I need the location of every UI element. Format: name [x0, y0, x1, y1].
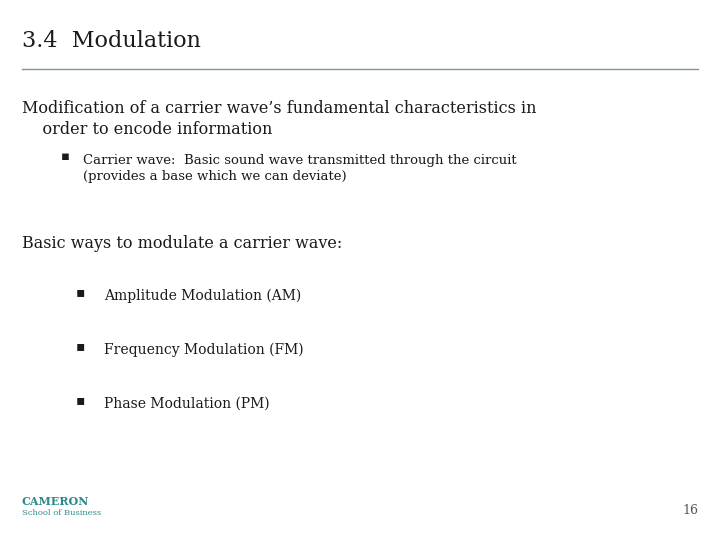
Text: ▪: ▪ — [76, 285, 85, 299]
Text: Basic ways to modulate a carrier wave:: Basic ways to modulate a carrier wave: — [22, 235, 342, 252]
Text: ▪: ▪ — [61, 150, 71, 163]
Text: ▪: ▪ — [76, 339, 85, 353]
Text: ▪: ▪ — [76, 393, 85, 407]
Text: CAMERON: CAMERON — [22, 496, 89, 507]
Text: Modification of a carrier wave’s fundamental characteristics in
    order to enc: Modification of a carrier wave’s fundame… — [22, 100, 536, 138]
Text: 3.4  Modulation: 3.4 Modulation — [22, 30, 200, 52]
Text: School of Business: School of Business — [22, 509, 101, 517]
Text: Carrier wave:  Basic sound wave transmitted through the circuit
(provides a base: Carrier wave: Basic sound wave transmitt… — [83, 154, 516, 184]
Text: Frequency Modulation (FM): Frequency Modulation (FM) — [104, 343, 304, 357]
Text: Amplitude Modulation (AM): Amplitude Modulation (AM) — [104, 289, 302, 303]
Text: 16: 16 — [683, 504, 698, 517]
Text: Phase Modulation (PM): Phase Modulation (PM) — [104, 397, 270, 411]
